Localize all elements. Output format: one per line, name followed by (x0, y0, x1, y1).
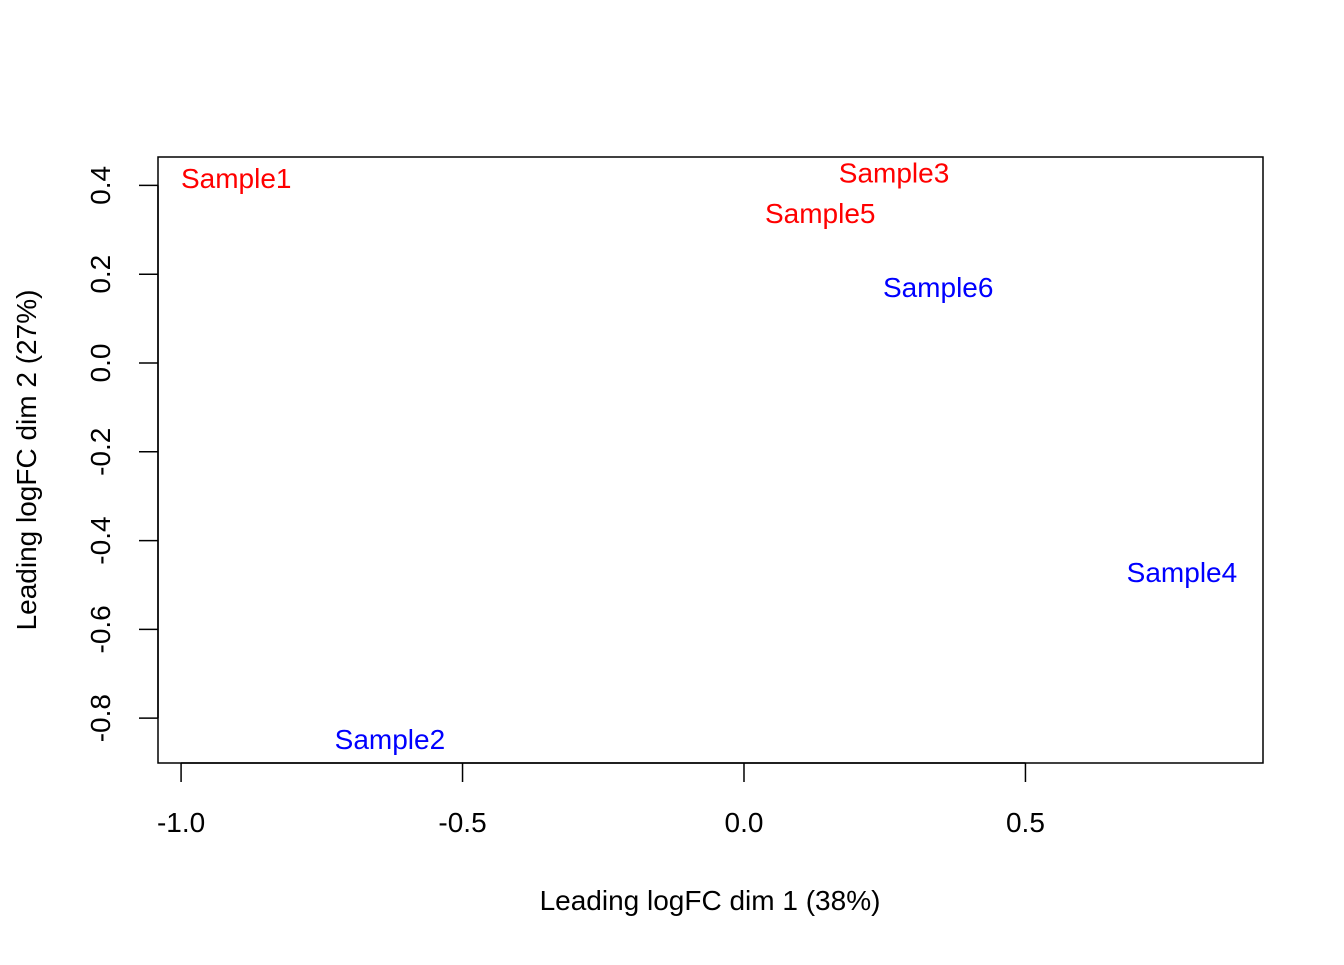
y-tick-label: -0.2 (85, 428, 116, 476)
point-label: Sample1 (181, 163, 292, 194)
y-tick-label: -0.8 (85, 694, 116, 742)
x-tick-label: -0.5 (438, 807, 486, 838)
y-tick-label: -0.6 (85, 605, 116, 653)
point-label: Sample2 (335, 724, 446, 755)
point-label: Sample4 (1127, 557, 1238, 588)
y-tick-label: 0.4 (85, 166, 116, 205)
point-labels: Sample1 Sample2 Sample3 Sample4 Sample5 Sampl… (181, 158, 1237, 755)
plot-frame (157, 156, 1264, 764)
point-label: Sample3 (839, 158, 950, 189)
y-axis: -0.8 -0.6 -0.4 -0.2 0.0 0.2 0.4 (85, 166, 159, 742)
y-tick-label: 0.2 (85, 255, 116, 294)
x-axis: -1.0 -0.5 0.0 0.5 (157, 762, 1045, 838)
y-axis-label: Leading logFC dim 2 (27%) (11, 290, 42, 631)
x-tick-label: 0.0 (725, 807, 764, 838)
point-label: Sample6 (883, 272, 994, 303)
point-label: Sample5 (765, 198, 876, 229)
x-axis-label: Leading logFC dim 1 (38%) (540, 885, 881, 916)
y-tick-label: 0.0 (85, 344, 116, 383)
y-tick-label: -0.4 (85, 516, 116, 564)
x-tick-label: -1.0 (157, 807, 205, 838)
x-tick-label: 0.5 (1006, 807, 1045, 838)
